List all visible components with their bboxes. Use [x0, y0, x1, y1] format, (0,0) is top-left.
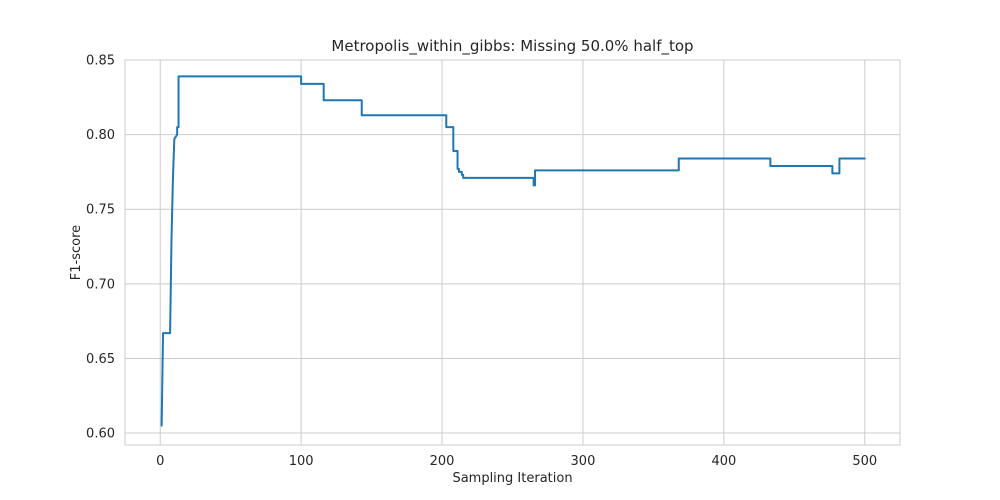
x-tick-label: 400	[711, 454, 736, 469]
y-axis-label: F1-score	[69, 225, 84, 280]
x-tick-label: 100	[289, 454, 314, 469]
x-tick-labels: 0 100 200 300 400 500	[156, 454, 877, 469]
plot-area	[125, 60, 900, 445]
y-tick-label: 0.80	[86, 128, 115, 143]
x-gridlines	[159, 60, 866, 445]
x-tick-label: 300	[571, 454, 596, 469]
x-axis-label: Sampling Iteration	[452, 471, 572, 486]
chart-title: Metropolis_within_gibbs: Missing 50.0% h…	[331, 37, 693, 56]
x-tick-label: 0	[156, 454, 164, 469]
x-tick-label: 200	[430, 454, 455, 469]
x-tick-label: 500	[852, 454, 877, 469]
series-line	[160, 75, 866, 427]
y-tick-label: 0.85	[86, 54, 115, 69]
y-tick-label: 0.60	[86, 427, 115, 442]
y-tick-labels: 0.60 0.65 0.70 0.75 0.80 0.85	[86, 54, 115, 442]
plot-frame	[124, 59, 901, 446]
y-tick-label: 0.70	[86, 277, 115, 292]
y-tick-label: 0.75	[86, 203, 115, 218]
y-tick-label: 0.65	[86, 352, 115, 367]
series-layer	[160, 75, 866, 427]
